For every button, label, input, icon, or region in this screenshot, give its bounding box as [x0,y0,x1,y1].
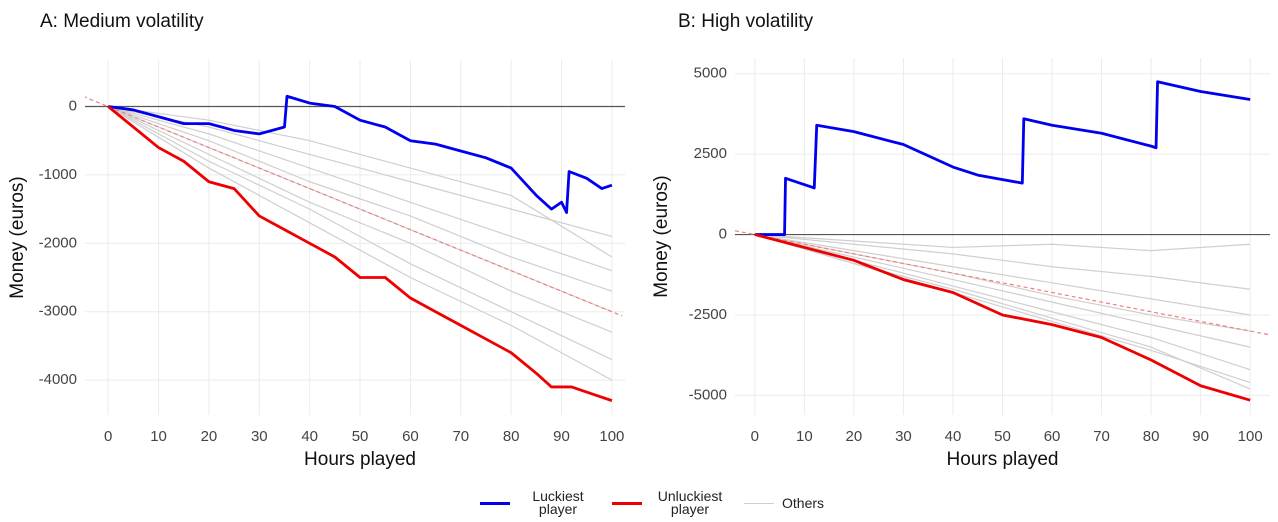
x-tick-label: 0 [751,428,759,445]
others-line [754,233,1251,332]
y-tick-label: -2000 [39,234,77,251]
others-line [107,105,613,333]
x-tick-label: 30 [251,428,268,445]
others-line [107,106,613,381]
series-line [107,105,613,402]
x-tick-label: 20 [846,428,863,445]
legend-label: Unluckiest player [657,488,723,517]
legend-swatch [744,502,774,504]
x-tick-label: 20 [201,428,218,445]
y-tick-label: 2500 [694,145,727,162]
others-line [754,233,1251,390]
panel-title: B: High volatility [678,11,814,32]
y-tick-label: -1000 [39,166,77,183]
y-tick-label: 0 [69,97,77,114]
y-tick-label: 0 [719,226,727,243]
y-tick-label: -3000 [39,303,77,320]
x-tick-label: 10 [796,428,813,445]
series-line [754,80,1251,236]
y-axis-label: Money (euros) [651,175,672,298]
others-line [754,233,1251,316]
legend-swatch [480,501,510,505]
x-tick-label: 10 [150,428,167,445]
x-tick-label: 90 [1192,428,1209,445]
x-tick-label: 80 [1143,428,1160,445]
x-tick-label: 70 [1093,428,1110,445]
x-tick-label: 40 [945,428,962,445]
legend-item: Unluckiest player [612,488,730,517]
legend-swatch [612,501,642,505]
x-tick-label: 50 [352,428,369,445]
x-axis-label: Hours played [947,449,1059,470]
x-tick-label: 30 [895,428,912,445]
y-axis-label: Money (euros) [7,176,28,299]
y-tick-label: -4000 [39,371,77,388]
panel-title: A: Medium volatility [40,11,204,32]
series-line [754,233,1251,402]
x-tick-label: 100 [1238,428,1263,445]
x-tick-label: 80 [503,428,520,445]
others-line [754,233,1251,252]
x-tick-label: 60 [402,428,419,445]
x-axis-label: Hours played [304,449,416,470]
legend-label: Others [782,494,825,511]
x-tick-label: 90 [553,428,570,445]
x-tick-label: 70 [452,428,469,445]
expected-line [85,96,623,317]
others-line [754,233,1251,290]
others-line [107,105,613,313]
others-line [107,105,613,361]
x-tick-label: 60 [1044,428,1061,445]
x-tick-label: 0 [104,428,112,445]
chart: A: Medium volatility 0 10 20 30 40 50 60 70 80 90 1… [7,11,1270,470]
y-tick-label: -5000 [689,386,727,403]
others-line [107,105,613,292]
others-line [108,105,613,272]
x-tick-label: 40 [301,428,318,445]
others-line [108,105,613,258]
legend: Luckiest player Unluckiest player Others [480,488,825,517]
y-tick-label: -2500 [689,306,727,323]
series-line [107,94,613,214]
x-tick-label: 50 [994,428,1011,445]
legend-item: Others [744,494,825,511]
others-line [754,233,1251,348]
legend-item: Luckiest player [480,488,598,517]
legend-label: Luckiest player [532,488,584,517]
y-tick-label: 5000 [694,65,727,82]
x-tick-label: 100 [599,428,624,445]
